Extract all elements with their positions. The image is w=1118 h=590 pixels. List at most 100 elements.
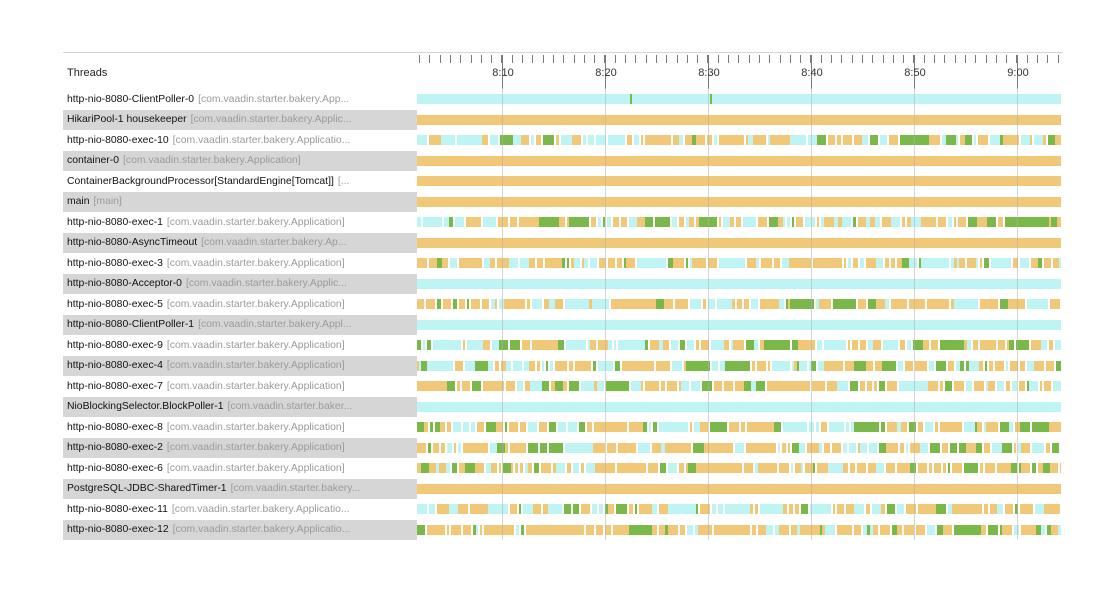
thread-state-segment[interactable] <box>441 135 455 145</box>
thread-state-segment[interactable] <box>828 135 835 145</box>
thread-state-segment[interactable] <box>940 381 943 391</box>
thread-state-segment[interactable] <box>910 463 916 473</box>
thread-state-segment[interactable] <box>629 422 643 432</box>
thread-state-segment[interactable] <box>788 442 790 453</box>
thread-state-segment[interactable] <box>686 463 688 473</box>
thread-state-segment[interactable] <box>519 504 521 514</box>
thread-state-segment[interactable] <box>843 135 852 145</box>
thread-state-segment[interactable] <box>680 340 685 350</box>
thread-state-segment[interactable] <box>766 524 769 535</box>
thread-state-segment[interactable] <box>520 422 526 432</box>
thread-state-segment[interactable] <box>923 340 929 350</box>
thread-state-segment[interactable] <box>668 524 678 535</box>
thread-state-segment[interactable] <box>779 524 789 535</box>
thread-state-segment[interactable] <box>828 463 834 473</box>
thread-state-track[interactable] <box>417 479 1063 500</box>
thread-state-segment[interactable] <box>686 217 689 227</box>
thread-state-segment[interactable] <box>433 340 461 350</box>
thread-state-segment[interactable] <box>881 422 885 432</box>
thread-label[interactable]: http-nio-8080-exec-8 [com.vaadin.starter.… <box>63 417 417 438</box>
thread-state-segment[interactable] <box>459 463 465 473</box>
thread-state-segment[interactable] <box>985 463 995 473</box>
thread-state-segment[interactable] <box>850 381 858 391</box>
thread-state-segment[interactable] <box>583 135 586 145</box>
thread-state-segment[interactable] <box>905 360 913 371</box>
thread-state-segment[interactable] <box>735 340 744 350</box>
thread-state-segment[interactable] <box>664 299 673 309</box>
thread-state-segment[interactable] <box>659 340 663 350</box>
thread-state-segment[interactable] <box>906 442 908 453</box>
thread-row[interactable]: http-nio-8080-exec-3 [com.vaadin.starter.… <box>63 253 1063 274</box>
thread-row[interactable]: http-nio-8080-exec-12 [com.vaadin.starter… <box>63 519 1063 540</box>
thread-state-segment[interactable] <box>423 340 425 350</box>
thread-state-segment[interactable] <box>868 340 873 350</box>
thread-label[interactable]: http-nio-8080-exec-12 [com.vaadin.starter… <box>63 519 417 540</box>
thread-state-segment[interactable] <box>744 381 751 391</box>
thread-state-segment[interactable] <box>1040 381 1042 391</box>
thread-state-segment[interactable] <box>618 442 626 453</box>
thread-state-segment[interactable] <box>521 135 529 145</box>
thread-state-segment[interactable] <box>870 524 873 535</box>
thread-state-segment[interactable] <box>990 504 997 514</box>
thread-state-segment[interactable] <box>1011 463 1017 473</box>
thread-state-segment[interactable] <box>476 524 478 535</box>
thread-state-segment[interactable] <box>521 524 524 535</box>
thread-state-segment[interactable] <box>452 463 457 473</box>
thread-state-segment[interactable] <box>747 258 756 268</box>
thread-state-segment[interactable] <box>768 135 770 145</box>
thread-state-segment[interactable] <box>726 135 734 145</box>
thread-state-segment[interactable] <box>437 258 442 268</box>
thread-state-segment[interactable] <box>746 135 748 145</box>
thread-state-segment[interactable] <box>1005 504 1013 514</box>
thread-state-segment[interactable] <box>902 258 909 268</box>
thread-state-segment[interactable] <box>1048 135 1055 145</box>
thread-state-segment[interactable] <box>769 217 778 227</box>
thread-state-segment[interactable] <box>728 258 734 268</box>
thread-state-segment[interactable] <box>627 135 632 145</box>
thread-state-segment[interactable] <box>679 381 681 391</box>
thread-state-segment[interactable] <box>892 524 897 535</box>
thread-state-segment[interactable] <box>542 360 544 371</box>
thread-state-segment[interactable] <box>531 135 534 145</box>
thread-row[interactable]: http-nio-8080-exec-2 [com.vaadin.starter.… <box>63 437 1063 458</box>
thread-state-segment[interactable] <box>860 340 866 350</box>
thread-state-segment[interactable] <box>777 299 779 309</box>
thread-state-segment[interactable] <box>817 135 826 145</box>
thread-state-segment[interactable] <box>604 463 611 473</box>
thread-state-segment[interactable] <box>921 258 949 268</box>
thread-state-segment[interactable] <box>1002 524 1012 535</box>
thread-state-segment[interactable] <box>1014 524 1019 535</box>
thread-state-segment[interactable] <box>426 463 429 473</box>
thread-state-segment[interactable] <box>838 217 842 227</box>
thread-state-segment[interactable] <box>837 524 842 535</box>
thread-state-segment[interactable] <box>620 422 627 432</box>
thread-state-segment[interactable] <box>595 463 604 473</box>
thread-state-segment[interactable] <box>599 258 606 268</box>
thread-state-segment[interactable] <box>656 360 666 371</box>
thread-state-segment[interactable] <box>712 360 718 371</box>
threads-column-header[interactable]: Threads <box>67 67 108 79</box>
thread-state-segment[interactable] <box>1002 442 1005 453</box>
thread-state-segment[interactable] <box>1020 422 1030 432</box>
thread-state-segment[interactable] <box>652 504 657 514</box>
thread-state-segment[interactable] <box>567 217 569 227</box>
thread-state-segment[interactable] <box>696 340 699 350</box>
thread-state-segment[interactable] <box>509 422 518 432</box>
thread-state-segment[interactable] <box>876 463 884 473</box>
thread-state-segment[interactable] <box>467 299 469 309</box>
thread-state-track[interactable] <box>417 89 1063 110</box>
thread-state-segment[interactable] <box>710 94 712 104</box>
thread-state-segment[interactable] <box>462 381 470 391</box>
thread-state-segment[interactable] <box>735 381 744 391</box>
thread-state-segment[interactable] <box>797 360 799 371</box>
thread-state-segment[interactable] <box>875 360 882 371</box>
thread-state-segment[interactable] <box>1010 360 1018 371</box>
thread-state-segment[interactable] <box>465 463 475 473</box>
thread-state-segment[interactable] <box>986 422 988 432</box>
thread-state-segment[interactable] <box>940 340 958 350</box>
thread-state-segment[interactable] <box>599 504 603 514</box>
thread-state-segment[interactable] <box>588 340 590 350</box>
thread-state-segment[interactable] <box>561 524 584 535</box>
thread-state-segment[interactable] <box>1003 135 1019 145</box>
thread-state-segment[interactable] <box>930 442 940 453</box>
